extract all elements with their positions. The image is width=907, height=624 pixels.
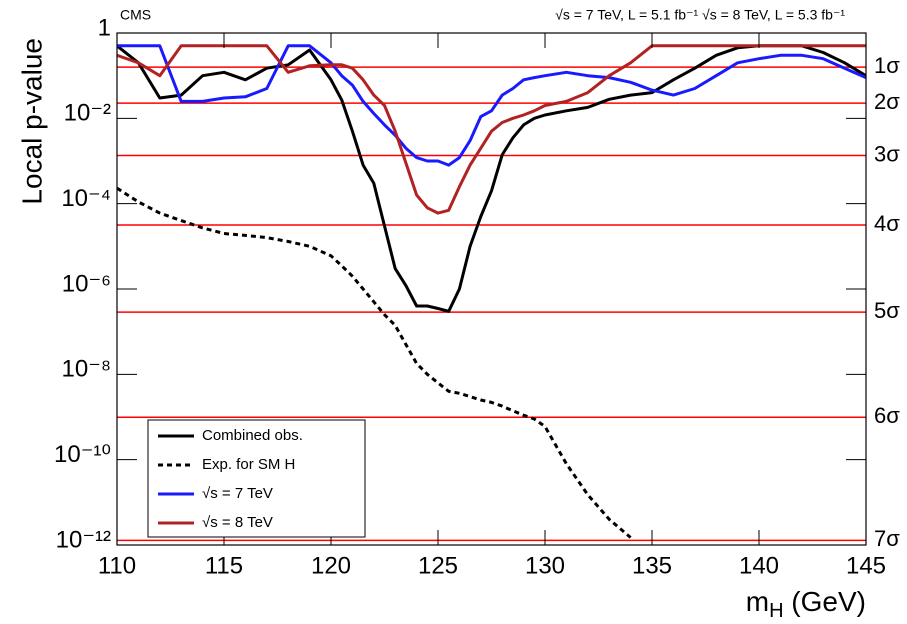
y-tick-label: 10⁻⁴	[61, 185, 111, 212]
series-line	[117, 44, 866, 215]
y-axis-label: Local p-value	[16, 38, 47, 205]
y-tick-label: 10⁻⁶	[62, 270, 111, 297]
x-axis-label: mH (GeV)	[746, 586, 866, 622]
x-label-sub: H	[769, 600, 783, 622]
sigma-label: 6σ	[874, 403, 900, 428]
energy-label: √s = 7 TeV, L = 5.1 fb⁻¹ √s = 8 TeV, L =…	[555, 7, 845, 23]
x-tick-label: 125	[418, 552, 458, 579]
sigma-label: 7σ	[874, 526, 900, 551]
y-tick-label: 10⁻⁸	[62, 356, 112, 383]
x-tick-label: 120	[311, 552, 351, 579]
x-tick-label: 110	[98, 552, 136, 579]
sigma-label: 1σ	[874, 53, 900, 78]
sigma-label: 2σ	[874, 89, 900, 114]
series-line	[117, 186, 632, 539]
series-line	[117, 44, 866, 167]
x-label-unit: (GeV)	[784, 586, 866, 617]
y-tick-label: 10⁻²	[64, 100, 111, 127]
x-tick-label: 130	[525, 552, 565, 579]
plot-area	[117, 44, 866, 539]
x-tick-label: 140	[739, 552, 779, 579]
x-tick-label: 145	[846, 552, 886, 579]
legend-label: √s = 7 TeV	[202, 485, 273, 502]
legend-label: √s = 8 TeV	[202, 514, 273, 531]
x-tick-label: 135	[632, 552, 672, 579]
sigma-label: 5σ	[874, 298, 900, 323]
series-line	[117, 44, 866, 313]
experiment-label: CMS	[120, 7, 151, 23]
sigma-label: 4σ	[874, 211, 900, 236]
y-tick-label: 1	[98, 14, 111, 41]
legend-label: Combined obs.	[202, 427, 303, 444]
x-label-main: m	[746, 586, 769, 617]
y-tick-label: 10⁻¹²	[56, 526, 111, 553]
y-tick-label: 10⁻¹⁰	[54, 441, 111, 468]
x-tick-label: 115	[205, 552, 243, 579]
sigma-label: 3σ	[874, 141, 900, 166]
legend-box	[147, 419, 366, 538]
legend-label: Exp. for SM H	[202, 456, 295, 473]
